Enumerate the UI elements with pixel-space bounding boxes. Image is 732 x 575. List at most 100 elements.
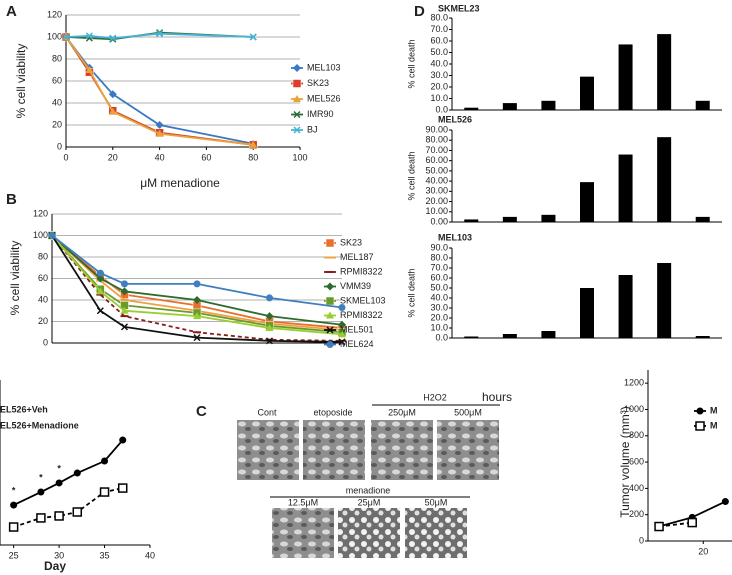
series-line [51,234,343,336]
panel-label: B [6,191,17,208]
bar [695,336,710,338]
series-line [51,235,343,343]
legend-marker [293,126,301,134]
legend-marker [325,296,335,306]
legend-marker [292,79,302,88]
bar [580,182,594,222]
micrograph [437,420,499,480]
marker [193,334,201,342]
y-tick-label: 0.0 [435,332,448,342]
marker [85,66,94,73]
micrograph [237,420,299,480]
y-tick-label: 50.0 [430,47,448,57]
micrograph [405,508,467,558]
legend-marker [696,407,704,415]
legend-label: MEL187 [340,252,374,262]
marker [120,306,129,314]
chart-title: MEL526 [438,114,472,124]
bar [695,100,710,110]
y-tick-label: 60 [52,75,62,85]
y-tick-label: 50.00 [425,165,448,175]
micrograph [371,420,433,480]
legend-marker [695,421,705,431]
marker [96,287,105,295]
marker [338,304,346,312]
y-tick-label: 120 [47,9,62,19]
legend-marker [293,64,301,72]
legend-label: SK23 [307,78,329,88]
y-tick-label: 80.0 [430,12,448,22]
bar [580,76,594,110]
y-tick-label: 40.0 [430,292,448,302]
image-label: etoposide [313,407,352,417]
series-line [51,234,343,329]
y-tick-label: 20 [52,119,62,129]
marker [120,287,129,296]
series-line [658,521,693,528]
marker [193,296,201,304]
marker [156,30,164,38]
x-tick-label: 20 [108,152,118,162]
y-tick-label: 60.0 [430,272,448,282]
x-axis-label: μM menadione [140,176,220,190]
marker [193,312,201,320]
marker [338,320,346,329]
x-tick-label: 40 [155,152,165,162]
marker [96,269,104,277]
y-tick-label: 80.0 [430,252,448,262]
y-tick-label: 90.00 [425,124,448,134]
x-tick-label: 30 [54,550,64,560]
marker [96,307,104,315]
y-tick-label: 80.00 [425,135,448,145]
annotation: * [57,463,61,473]
marker [55,479,63,487]
marker [36,513,46,523]
marker [249,140,258,148]
y-tick-label: 100 [33,230,48,240]
y-tick-label: 20.0 [430,81,448,91]
x-tick-label: 100 [292,152,307,162]
x-tick-label: 35 [100,550,110,560]
legend-label: VMM39 [340,281,371,291]
y-tick-label: 0.00 [430,216,448,226]
marker [73,469,81,477]
panel-label: D [414,3,425,20]
marker [155,121,164,129]
y-tick-label: 1200 [624,378,644,388]
y-tick-label: 0 [57,141,62,151]
chart-title: SKMEL23 [438,3,480,13]
y-tick-label: 30.0 [430,70,448,80]
marker [721,498,729,506]
bar [541,214,556,222]
bar [580,288,594,338]
y-tick-label: 20.0 [430,312,448,322]
marker [117,483,128,493]
bar [657,263,672,338]
marker [265,323,274,331]
y-tick-label: 20 [38,316,48,326]
annotation: * [12,485,16,495]
y-tick-label: 10.0 [430,93,448,103]
y-tick-label: 70.0 [430,262,448,272]
x-axis-label: hours [482,390,512,404]
y-tick-label: 40.0 [430,58,448,68]
marker [96,274,105,283]
y-tick-label: 90.0 [430,242,448,252]
marker [62,33,70,41]
panel-label: C [196,403,207,420]
legend-label: MEL624 [340,339,374,349]
image-label: Cont [257,407,277,417]
legend-label: SK23 [340,237,362,247]
image-label: 12.5μM [288,497,318,507]
legend-label: M [710,405,718,415]
y-tick-label: 0 [639,535,644,545]
y-tick-label: 60.0 [430,35,448,45]
marker [10,501,18,509]
image-label: 25μM [358,497,381,507]
marker [108,90,117,99]
group-label: menadione [346,485,391,495]
marker [119,436,127,444]
legend-marker [325,238,335,248]
annotation: * [39,472,43,482]
marker [155,129,164,137]
